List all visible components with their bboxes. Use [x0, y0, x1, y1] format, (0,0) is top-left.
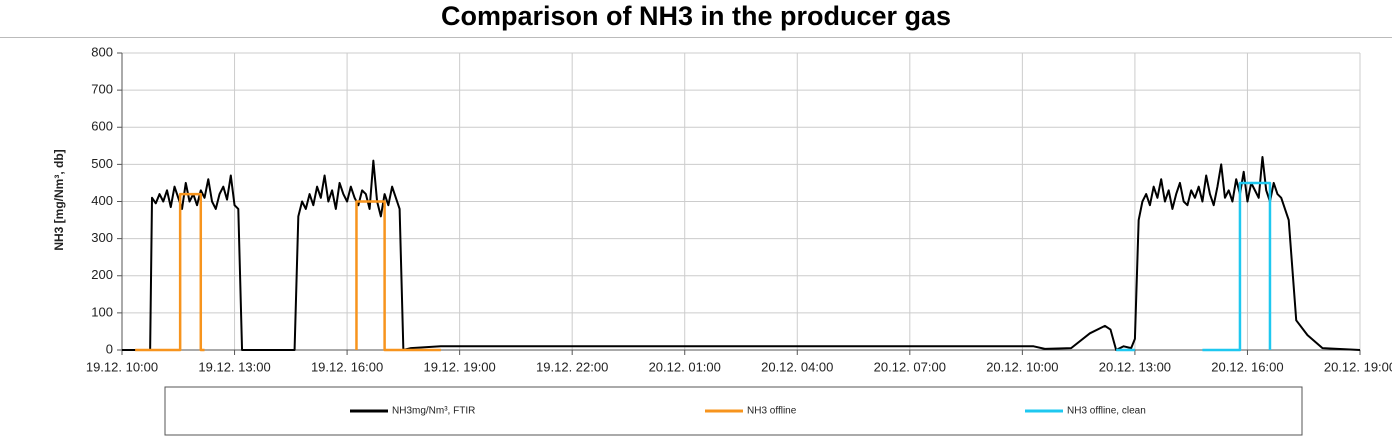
x-tick-label: 20.12. 01:00 [649, 359, 721, 374]
series-line [355, 200, 441, 352]
x-tick-label: 20.12. 07:00 [874, 359, 946, 374]
y-tick-label: 0 [106, 341, 113, 356]
chart-title: Comparison of NH3 in the producer gas [441, 1, 951, 31]
legend-label: NH3 offline, clean [1067, 406, 1146, 417]
legend-label: NH3 offline [747, 406, 797, 417]
legend-box [164, 386, 1303, 436]
series-line [122, 155, 1361, 351]
x-tick-label: 19.12. 16:00 [311, 359, 383, 374]
y-tick-label: 500 [91, 156, 113, 171]
y-tick-label: 100 [91, 304, 113, 319]
x-tick-label: 19.12. 19:00 [423, 359, 495, 374]
x-tick-label: 20.12. 10:00 [986, 359, 1058, 374]
series-line [135, 192, 205, 352]
series-line [1202, 181, 1272, 352]
y-tick-label: 300 [91, 230, 113, 245]
x-tick-label: 19.12. 10:00 [86, 359, 158, 374]
y-tick-label: 600 [91, 119, 113, 134]
legend-label: NH3mg/Nm³, FTIR [392, 406, 475, 417]
x-tick-label: 20.12. 04:00 [761, 359, 833, 374]
y-tick-label: 700 [91, 82, 113, 97]
y-axis-label: NH3 [mg/Nm³, db] [52, 149, 66, 250]
y-tick-label: 200 [91, 267, 113, 282]
x-tick-label: 20.12. 13:00 [1099, 359, 1171, 374]
x-tick-label: 20.12. 19:00 [1324, 359, 1392, 374]
x-tick-label: 20.12. 16:00 [1211, 359, 1283, 374]
y-tick-label: 400 [91, 193, 113, 208]
y-tick-label: 800 [91, 44, 113, 59]
x-tick-label: 19.12. 13:00 [198, 359, 270, 374]
x-tick-label: 19.12. 22:00 [536, 359, 608, 374]
